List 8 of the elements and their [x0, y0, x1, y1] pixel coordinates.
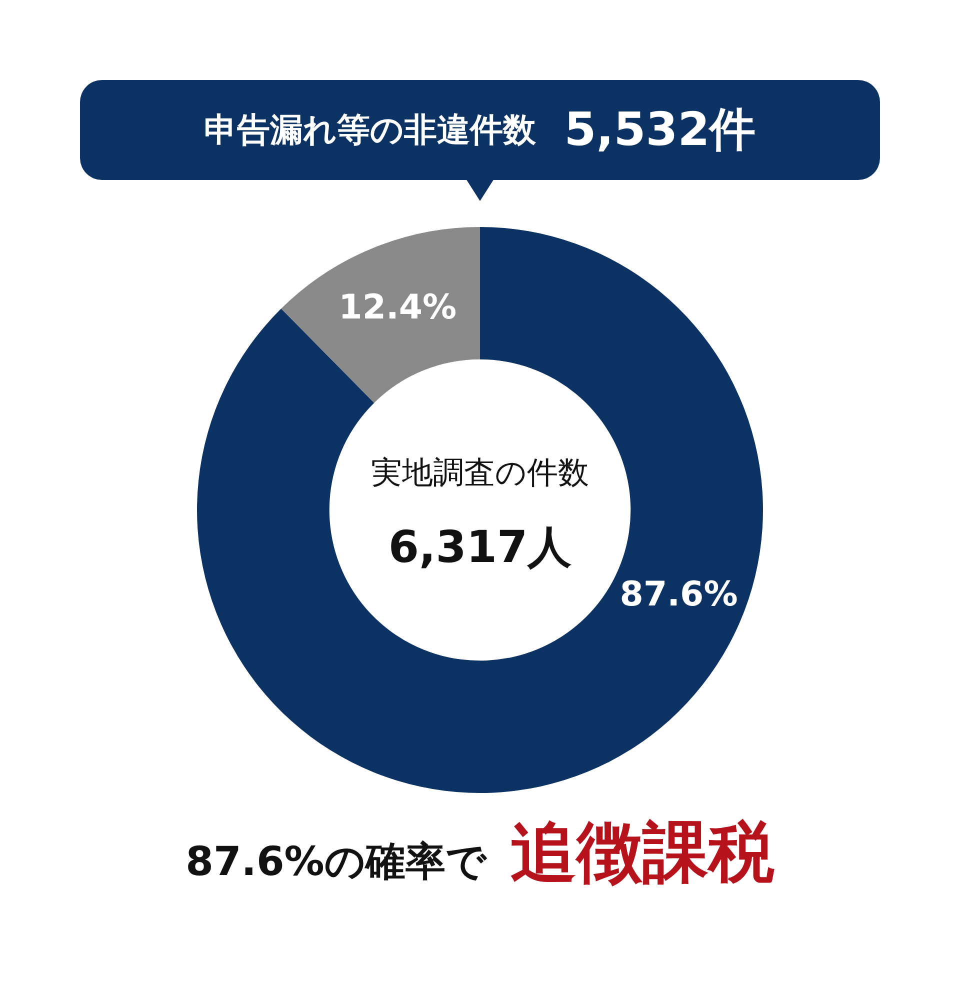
text: 追徴課税: [510, 813, 774, 893]
text: 実地調査の件数: [370, 454, 590, 493]
chart-title: 申告漏れ等の非違件数: [204, 108, 536, 150]
chart-subtitle: 5,532件: [564, 101, 756, 158]
text: 87.6%の確率で: [186, 838, 486, 887]
data-label: 12.4%: [338, 287, 457, 328]
data-label: 87.6%: [620, 574, 738, 614]
text: 6,317人: [388, 522, 572, 573]
